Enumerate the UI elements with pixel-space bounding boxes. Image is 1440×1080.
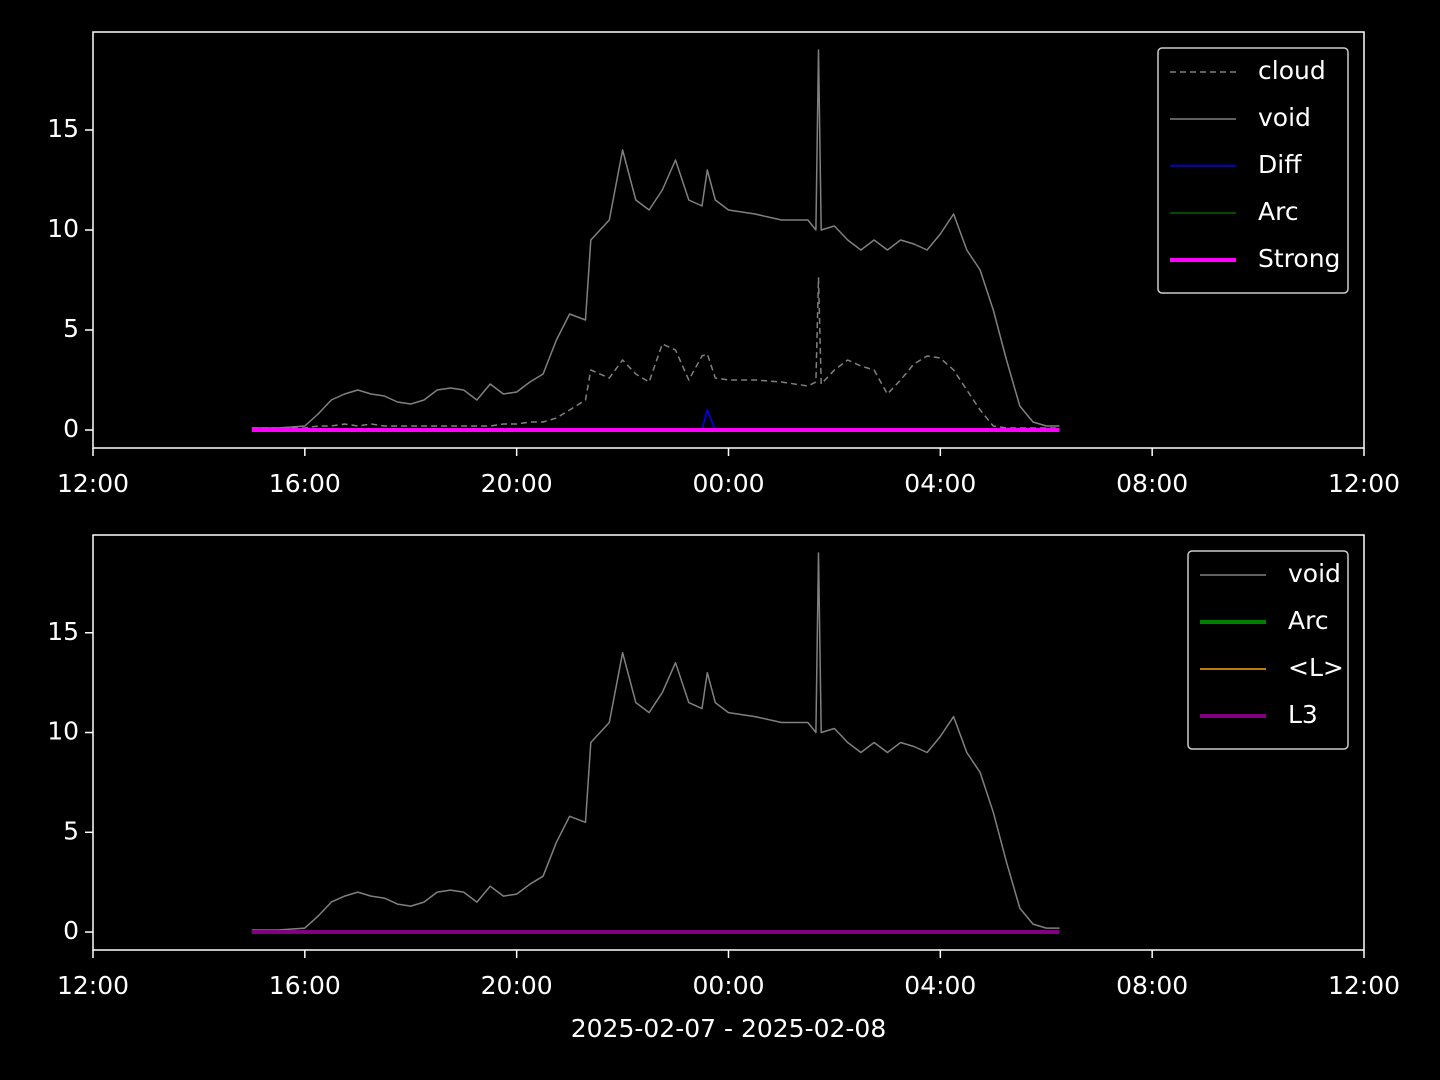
legend-label: Strong bbox=[1258, 244, 1340, 273]
legend-label: cloud bbox=[1258, 56, 1326, 85]
y-tick-label: 15 bbox=[47, 617, 79, 646]
legend-label: <L> bbox=[1288, 653, 1344, 682]
x-tick-label: 08:00 bbox=[1116, 971, 1188, 1000]
x-tick-label: 12:00 bbox=[1328, 469, 1400, 498]
series-line bbox=[251, 552, 1060, 931]
legend-label: Arc bbox=[1258, 197, 1299, 226]
axes-frame bbox=[92, 534, 1365, 951]
x-tick-label: 20:00 bbox=[481, 971, 553, 1000]
x-tick-label: 04:00 bbox=[904, 971, 976, 1000]
legend-label: Diff bbox=[1258, 150, 1302, 179]
x-axis-label: 2025-02-07 - 2025-02-08 bbox=[571, 1014, 887, 1043]
x-tick-label: 08:00 bbox=[1116, 469, 1188, 498]
series-line bbox=[251, 49, 1060, 429]
legend-box bbox=[1187, 550, 1349, 750]
legend-label: void bbox=[1288, 559, 1341, 588]
y-tick-label: 0 bbox=[63, 414, 79, 443]
x-tick-label: 12:00 bbox=[1328, 971, 1400, 1000]
y-tick-label: 10 bbox=[47, 717, 79, 746]
axes-frame bbox=[92, 31, 1365, 449]
legend-label: L3 bbox=[1288, 700, 1318, 729]
y-tick-label: 0 bbox=[63, 916, 79, 945]
legend-label: void bbox=[1258, 103, 1311, 132]
x-tick-label: 00:00 bbox=[692, 469, 764, 498]
y-tick-label: 15 bbox=[47, 114, 79, 143]
y-tick-label: 10 bbox=[47, 214, 79, 243]
series-line bbox=[251, 277, 1060, 429]
x-tick-label: 00:00 bbox=[692, 971, 764, 1000]
x-tick-label: 12:00 bbox=[57, 971, 129, 1000]
x-tick-label: 20:00 bbox=[481, 469, 553, 498]
x-tick-label: 12:00 bbox=[57, 469, 129, 498]
legend-box bbox=[1157, 47, 1349, 294]
x-tick-label: 04:00 bbox=[904, 469, 976, 498]
legend-label: Arc bbox=[1288, 606, 1329, 635]
x-tick-label: 16:00 bbox=[269, 971, 341, 1000]
y-tick-label: 5 bbox=[63, 314, 79, 343]
y-tick-label: 5 bbox=[63, 816, 79, 845]
x-tick-label: 16:00 bbox=[269, 469, 341, 498]
